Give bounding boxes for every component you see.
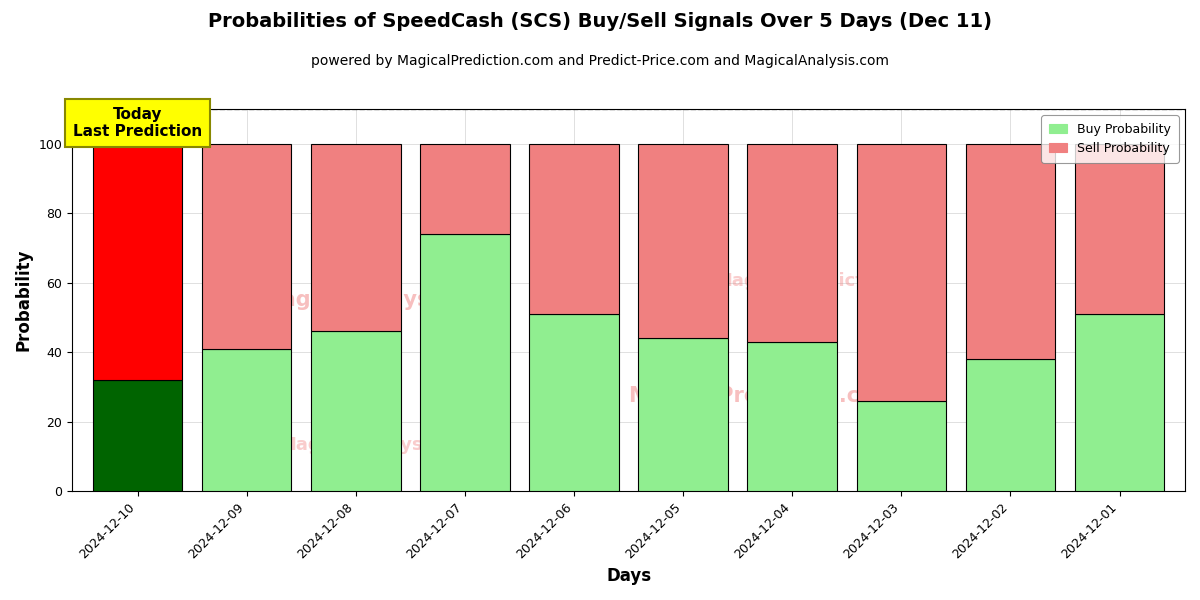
Text: MagicalPrediction.com: MagicalPrediction.com [714,272,943,290]
Bar [202,144,292,349]
Bar [748,144,836,342]
Bar [529,314,619,491]
Bar [966,144,1055,359]
Text: Probabilities of SpeedCash (SCS) Buy/Sell Signals Over 5 Days (Dec 11): Probabilities of SpeedCash (SCS) Buy/Sel… [208,12,992,31]
Bar [420,144,510,234]
Text: powered by MagicalPrediction.com and Predict-Price.com and MagicalAnalysis.com: powered by MagicalPrediction.com and Pre… [311,54,889,68]
Bar [1075,314,1164,491]
Bar [420,234,510,491]
Bar [92,380,182,491]
Text: Today
Last Prediction: Today Last Prediction [73,107,203,139]
Y-axis label: Probability: Probability [16,249,34,352]
Text: MagicalAnalysis.com: MagicalAnalysis.com [262,290,506,310]
Bar [857,401,946,491]
Bar [92,144,182,380]
Bar [1075,144,1164,314]
Bar [202,349,292,491]
Bar [529,144,619,314]
Text: MagicalAnalysis.com: MagicalAnalysis.com [278,436,488,454]
Text: MagicalPrediction.com: MagicalPrediction.com [629,386,895,406]
Legend: Buy Probability, Sell Probability: Buy Probability, Sell Probability [1042,115,1178,163]
Bar [311,144,401,331]
Bar [638,338,728,491]
Bar [311,331,401,491]
Bar [638,144,728,338]
Bar [966,359,1055,491]
X-axis label: Days: Days [606,567,652,585]
Bar [857,144,946,401]
Bar [748,342,836,491]
